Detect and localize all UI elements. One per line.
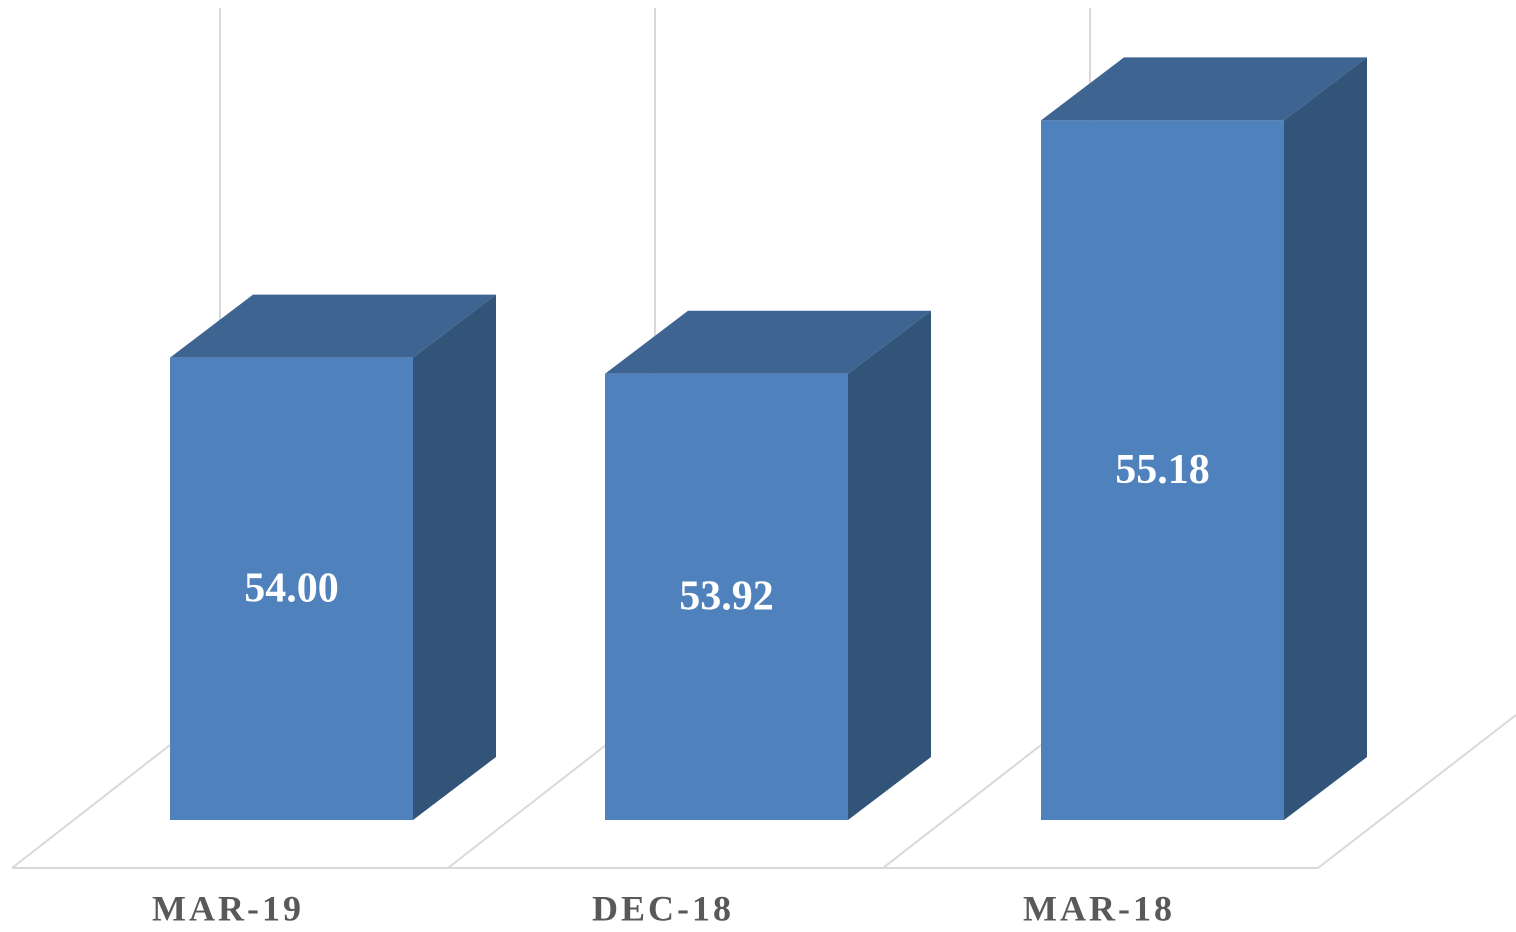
bar-top xyxy=(605,310,931,374)
x-tick-label: MAR-18 xyxy=(1023,888,1175,928)
bar-side xyxy=(413,294,496,821)
data-label: 53.92 xyxy=(679,574,774,620)
bar-side xyxy=(848,310,931,820)
bar-side xyxy=(1284,57,1367,820)
x-tick-label: DEC-18 xyxy=(592,888,734,928)
bar-top xyxy=(1041,57,1367,121)
data-label: 54.00 xyxy=(244,565,339,611)
data-label: 55.18 xyxy=(1115,447,1210,493)
x-tick-label: MAR-19 xyxy=(152,888,304,928)
bar xyxy=(170,357,413,820)
bar-top xyxy=(170,294,496,358)
bar xyxy=(605,373,848,820)
bar xyxy=(1041,120,1284,820)
